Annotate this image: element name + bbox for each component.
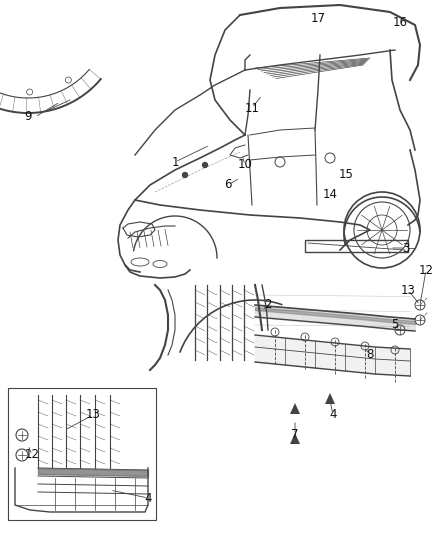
- Text: 2: 2: [264, 298, 272, 311]
- Text: 14: 14: [322, 189, 338, 201]
- Text: 9: 9: [24, 110, 32, 124]
- Text: 10: 10: [237, 158, 252, 172]
- Text: 5: 5: [391, 319, 399, 332]
- Polygon shape: [325, 393, 335, 404]
- Text: 11: 11: [244, 101, 259, 115]
- Text: 13: 13: [85, 408, 100, 422]
- Text: 1: 1: [171, 156, 179, 168]
- Text: 13: 13: [401, 284, 415, 296]
- Polygon shape: [290, 403, 300, 414]
- Circle shape: [202, 163, 208, 167]
- Text: 6: 6: [224, 179, 232, 191]
- Circle shape: [183, 173, 187, 177]
- Text: 15: 15: [339, 168, 353, 182]
- Text: 3: 3: [403, 241, 410, 254]
- Bar: [8, 388, 156, 520]
- Polygon shape: [290, 433, 300, 444]
- Text: 4: 4: [144, 491, 152, 505]
- Text: 12: 12: [25, 448, 39, 462]
- Text: 7: 7: [291, 429, 299, 441]
- Text: 4: 4: [329, 408, 337, 422]
- Text: 17: 17: [311, 12, 325, 25]
- Text: 8: 8: [366, 349, 374, 361]
- Text: 16: 16: [392, 15, 407, 28]
- Text: 12: 12: [418, 263, 434, 277]
